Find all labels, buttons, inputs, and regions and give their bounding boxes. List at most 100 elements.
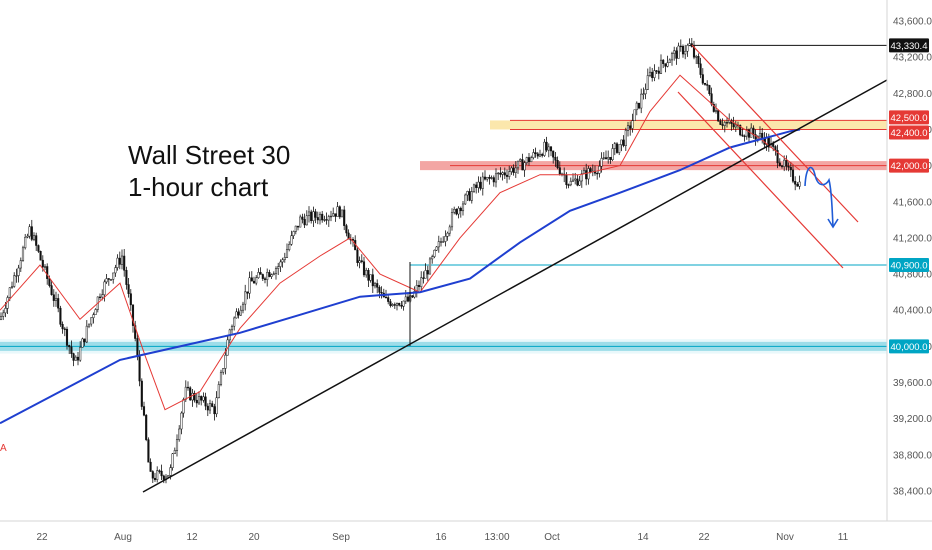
candle-body [448, 226, 451, 234]
candle-body [43, 266, 47, 268]
candle-body [338, 206, 341, 218]
x-tick-label: 13:00 [484, 532, 509, 543]
candle-body [439, 241, 443, 243]
candle-body [299, 216, 302, 228]
candle-body [237, 311, 240, 316]
candle-body [48, 278, 51, 286]
candle-body [395, 302, 399, 306]
candle-body [65, 328, 69, 346]
candle-body [677, 45, 680, 59]
time-axis[interactable]: 22 Aug 12 20 Sep 16 13:00 Oct 14 22 Nov 11 [36, 532, 848, 543]
candle-body [109, 279, 113, 281]
candle-body [411, 295, 414, 298]
x-tick-label: Aug [114, 532, 132, 543]
candle-body [70, 346, 73, 354]
candle-body [272, 273, 275, 275]
candle-body [118, 257, 121, 265]
candle-body [8, 287, 11, 298]
x-tick-label: 20 [248, 532, 260, 543]
candle-body [697, 56, 700, 65]
candle-body [728, 120, 731, 123]
x-tick-label: Nov [776, 532, 794, 543]
candle-body [422, 277, 425, 279]
candle-body [369, 274, 372, 281]
candle-body [637, 102, 641, 109]
candle-body [178, 428, 181, 440]
y-tick-label: 41,200.0 [893, 233, 932, 244]
candle-body [50, 285, 53, 295]
candle-body [87, 323, 91, 327]
chart-title: Wall Street 30 1-hour chart [128, 140, 290, 202]
candle-body [261, 274, 264, 279]
candle-body [184, 386, 187, 400]
price-badge [889, 339, 929, 354]
candle-body [68, 345, 71, 348]
candle-body [169, 467, 172, 476]
y-tick-label: 39,600.0 [893, 378, 932, 389]
candle-body [780, 165, 784, 167]
candle-body [283, 257, 286, 260]
candle-body [761, 132, 764, 138]
candle-body [659, 59, 663, 74]
candle-body [41, 259, 44, 268]
price-badge [889, 158, 929, 173]
candle-body [387, 297, 390, 302]
candle-body [472, 184, 476, 192]
candle-body [316, 217, 319, 221]
candle-body [35, 235, 38, 246]
x-tick-label: 22 [36, 532, 48, 543]
candle-body [4, 308, 7, 314]
candle-body [530, 157, 533, 163]
candle-body [380, 292, 383, 294]
candle-body [112, 272, 115, 280]
candle-body [739, 124, 742, 136]
candle-body [10, 286, 14, 289]
candle-body [211, 403, 214, 407]
candle-body [125, 270, 128, 285]
candle-body [244, 291, 247, 305]
candle-body [147, 439, 150, 463]
candle-body [512, 167, 515, 173]
x-tick-label: 14 [637, 532, 649, 543]
candle-body [263, 278, 267, 280]
candle-body [90, 317, 93, 325]
candle-body [466, 191, 469, 196]
candle-body [270, 274, 273, 277]
candle-body [514, 167, 517, 173]
candle-body [615, 143, 619, 153]
candle-body [156, 470, 159, 480]
channel-line-lower [677, 91, 844, 269]
candle-body [21, 247, 25, 261]
candle-body [653, 70, 656, 78]
candle-body [215, 397, 218, 415]
candle-body [714, 110, 718, 112]
candle-body [662, 59, 665, 64]
candle-body [488, 176, 491, 179]
candle-body [406, 296, 410, 302]
candle-body [688, 43, 691, 46]
candle-body [640, 93, 643, 109]
projection-path [804, 166, 834, 227]
candle-body [675, 50, 678, 59]
candle-body [250, 277, 253, 282]
candle-body [444, 236, 447, 242]
candle-body [732, 123, 735, 128]
candle-body [281, 259, 284, 263]
candle-body [318, 213, 322, 221]
candle-body [607, 156, 610, 160]
candle-body [534, 152, 537, 155]
candle-body [107, 278, 110, 280]
candle-body [571, 179, 575, 182]
candle-body [332, 213, 335, 217]
candle-body [327, 216, 330, 221]
candle-body [241, 303, 245, 311]
candle-body [580, 173, 583, 182]
candle-body [285, 249, 289, 258]
candle-body [558, 167, 561, 175]
candle-body [52, 294, 55, 301]
candle-body [175, 439, 179, 451]
candle-body [59, 307, 62, 325]
candle-body [574, 178, 577, 181]
candle-body [508, 171, 511, 177]
